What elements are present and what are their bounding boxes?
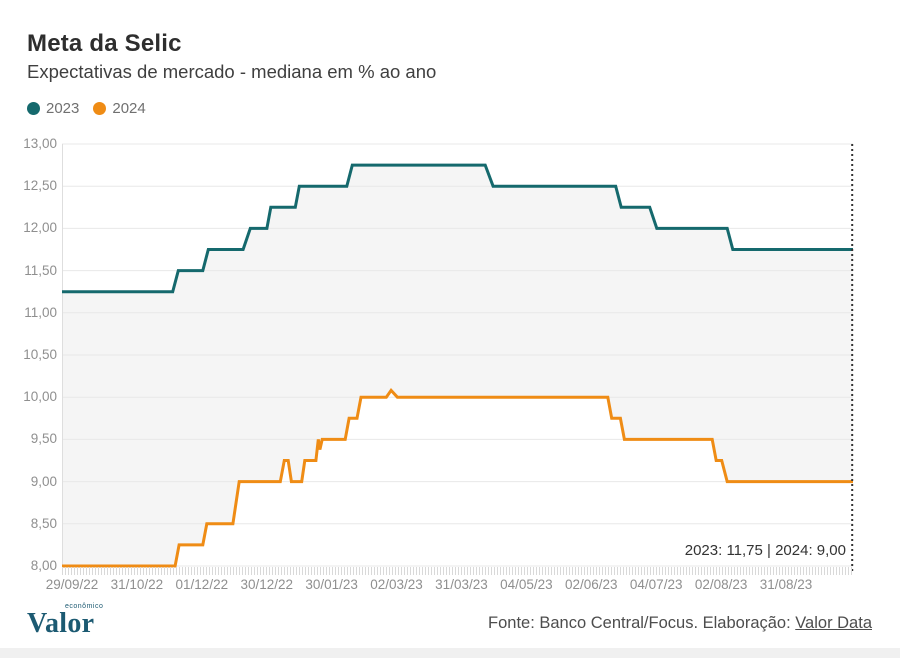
plot-area — [62, 143, 854, 574]
end-values-annotation: 2023: 11,75 | 2024: 9,00 — [684, 542, 846, 559]
x-axis-minor-ticks — [62, 567, 853, 575]
x-tick-label: 30/12/22 — [240, 577, 293, 592]
legend-dot-2023-icon — [27, 102, 40, 115]
y-axis-labels: 13,00 12,50 12,00 11,50 11,00 10,50 10,00 9,50 9… — [0, 136, 57, 573]
y-tick-label: 11,50 — [24, 262, 57, 278]
chart-svg — [62, 143, 854, 574]
legend-dot-2024-icon — [93, 102, 107, 115]
series-2024-area — [62, 390, 853, 566]
x-tick-label: 31/10/22 — [110, 577, 164, 592]
series-2023-line — [62, 163, 853, 294]
x-tick-label: 29/09/22 — [45, 577, 99, 592]
legend-label-2024: 2024 — [112, 100, 146, 117]
y-tick-label: 10,00 — [23, 389, 57, 405]
page-title: Meta da Selic — [27, 30, 182, 57]
y-tick-label: 10,50 — [23, 347, 57, 362]
x-tick-label: 04/07/23 — [629, 577, 683, 592]
page-subtitle: Expectativas de mercado - mediana em % a… — [27, 61, 437, 82]
x-tick-label: 02/06/23 — [564, 577, 618, 592]
y-tick-label: 11,00 — [24, 304, 57, 320]
bottom-bar — [0, 648, 900, 658]
x-tick-label: 31/08/23 — [759, 577, 813, 592]
x-tick-label: 30/01/23 — [305, 577, 358, 592]
legend-item-2024[interactable]: 2024 — [93, 100, 146, 117]
legend-label-2023: 2023 — [46, 100, 80, 117]
source-text: Fonte: Banco Central/Focus. Elaboração: … — [488, 614, 872, 633]
series-2024-line — [62, 388, 853, 568]
valor-logo-super-text: econômico — [65, 603, 104, 610]
legend-item-2023[interactable]: 2023 — [27, 100, 79, 117]
x-tick-label: 04/05/23 — [500, 577, 553, 592]
legend: 2023 2024 — [27, 100, 146, 117]
x-tick-label: 31/03/23 — [435, 577, 488, 592]
y-tick-label: 12,00 — [23, 220, 57, 236]
y-tick-label: 8,00 — [30, 558, 57, 573]
y-tick-label: 8,50 — [30, 515, 57, 531]
x-tick-label: 02/08/23 — [694, 577, 748, 592]
y-tick-label: 12,50 — [23, 178, 57, 194]
y-tick-label: 9,00 — [30, 473, 57, 489]
source-link[interactable]: Valor Data — [795, 614, 872, 632]
valor-logo: econômico Valor — [27, 602, 117, 642]
y-tick-label: 9,50 — [30, 431, 57, 447]
x-tick-label: 02/03/23 — [370, 577, 423, 592]
valor-logo-wordmark: Valor — [27, 608, 95, 639]
source-prefix: Fonte: Banco Central/Focus. Elaboração: — [488, 614, 796, 632]
x-axis-labels: 29/09/22 31/10/22 01/12/22 30/12/22 30/01/23… — [46, 577, 853, 595]
y-tick-label: 13,00 — [23, 136, 57, 151]
x-tick-label: 01/12/22 — [175, 577, 229, 592]
